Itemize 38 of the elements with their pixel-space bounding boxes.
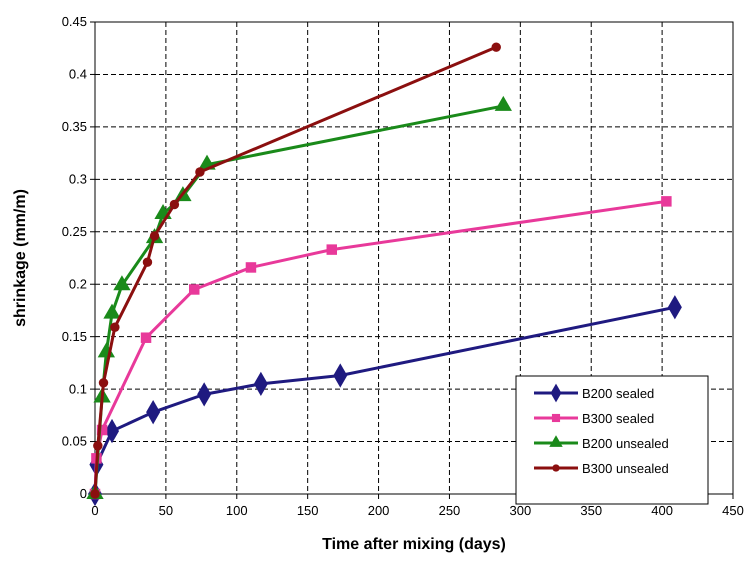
y-tick-label: 0.25 bbox=[62, 224, 87, 239]
legend-label: B300 unsealed bbox=[582, 461, 669, 476]
x-tick-label: 200 bbox=[368, 503, 390, 518]
y-tick-label: 0 bbox=[80, 486, 87, 502]
point bbox=[246, 262, 256, 273]
x-tick-label: 250 bbox=[438, 503, 460, 518]
point bbox=[661, 196, 672, 207]
point bbox=[142, 257, 152, 267]
legend-label: B200 sealed bbox=[582, 386, 654, 401]
y-tick-label: 0.05 bbox=[62, 434, 87, 449]
point bbox=[110, 322, 120, 332]
y-tick-label: 0.3 bbox=[68, 171, 87, 186]
y-tick-label: 0.15 bbox=[62, 328, 87, 344]
x-tick-label: 400 bbox=[651, 503, 673, 518]
x-tick-label: 0 bbox=[91, 503, 99, 518]
x-tick-label: 100 bbox=[226, 503, 248, 518]
point bbox=[326, 244, 338, 255]
point bbox=[140, 332, 152, 343]
x-tick-label: 50 bbox=[158, 503, 174, 518]
point bbox=[170, 200, 180, 210]
y-tick-label: 0.1 bbox=[68, 381, 87, 396]
y-tick-label: 0.4 bbox=[68, 66, 87, 82]
point bbox=[492, 42, 501, 52]
x-tick-label: 450 bbox=[722, 503, 744, 518]
legend-label: B200 unsealed bbox=[582, 436, 669, 451]
point bbox=[93, 441, 103, 450]
x-tick-label: 300 bbox=[509, 503, 532, 518]
y-tick-label: 0.35 bbox=[62, 119, 87, 134]
x-tick-label: 150 bbox=[296, 503, 319, 518]
point bbox=[98, 378, 108, 388]
x-tick-label: 350 bbox=[580, 503, 602, 518]
legend-label: B300 sealed bbox=[582, 411, 654, 426]
y-axis-title: shrinkage (mm/m) bbox=[12, 189, 29, 327]
y-tick-label: 0.2 bbox=[68, 276, 87, 292]
point bbox=[195, 167, 205, 177]
point bbox=[189, 284, 200, 295]
x-axis-title: Time after mixing (days) bbox=[322, 536, 506, 553]
y-tick-label: 0.45 bbox=[62, 14, 87, 30]
